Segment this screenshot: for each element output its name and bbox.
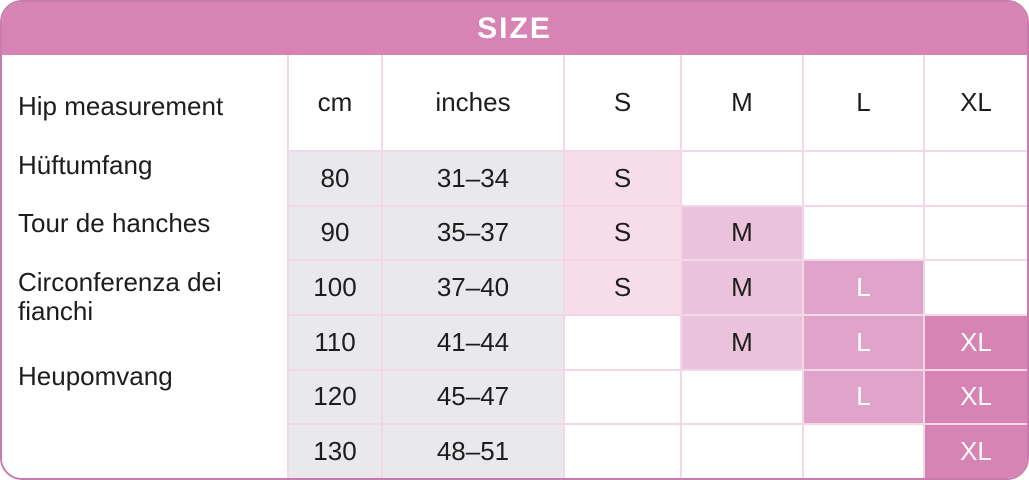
inches-value: 48–51	[383, 425, 563, 478]
size-cell-l: L	[804, 261, 923, 314]
size-cell-s: S	[565, 152, 680, 205]
size-cell-l	[804, 152, 923, 205]
size-cell-m	[682, 370, 802, 424]
size-cell-s	[565, 316, 680, 369]
cm-value: 120	[289, 370, 381, 424]
inches-value: 35–37	[383, 206, 563, 260]
chart-title: SIZE	[477, 11, 552, 45]
size-cell-xl	[925, 261, 1027, 314]
size-cell-m	[682, 425, 802, 478]
cm-value: 130	[289, 425, 381, 478]
label-hip-measurement-de: Hüftumfang	[18, 150, 153, 180]
inches-value: 41–44	[383, 316, 563, 369]
cm-value: 110	[289, 316, 381, 369]
size-cell-m: M	[682, 261, 802, 314]
column-header-size-m: M	[682, 55, 802, 150]
chart-header-bar: SIZE	[2, 2, 1027, 55]
size-cell-s	[565, 425, 680, 478]
column-header-inches: inches	[383, 55, 563, 150]
cm-value: 90	[289, 206, 381, 260]
label-hip-measurement-it: Circonferenza dei fianchi	[18, 267, 222, 326]
size-cell-l	[804, 206, 923, 260]
measurement-labels-column: Hip measurement Hüftumfang Tour de hanch…	[2, 55, 287, 478]
cm-value: 80	[289, 152, 381, 205]
size-table: Hip measurement Hüftumfang Tour de hanch…	[2, 55, 1027, 478]
column-header-size-xl: XL	[925, 55, 1027, 150]
inches-value: 45–47	[383, 370, 563, 424]
size-cell-xl: XL	[925, 425, 1027, 478]
size-cell-l: L	[804, 316, 923, 369]
label-hip-measurement-nl: Heupomvang	[18, 361, 173, 391]
size-cell-m: M	[682, 206, 802, 260]
size-cell-xl: XL	[925, 316, 1027, 369]
label-hip-measurement-fr: Tour de hanches	[18, 208, 211, 238]
size-cell-xl	[925, 206, 1027, 260]
size-cell-m: M	[682, 316, 802, 369]
size-cell-l	[804, 425, 923, 478]
size-cell-xl: XL	[925, 370, 1027, 424]
cm-value: 100	[289, 261, 381, 314]
label-hip-measurement-en: Hip measurement	[18, 91, 224, 121]
size-cell-s: S	[565, 261, 680, 314]
size-cell-s: S	[565, 206, 680, 260]
column-header-size-l: L	[804, 55, 923, 150]
inches-value: 37–40	[383, 261, 563, 314]
size-cell-xl	[925, 152, 1027, 205]
column-header-size-s: S	[565, 55, 680, 150]
size-cell-l: L	[804, 370, 923, 424]
size-cell-s	[565, 370, 680, 424]
column-header-cm: cm	[289, 55, 381, 150]
size-cell-m	[682, 152, 802, 205]
inches-value: 31–34	[383, 152, 563, 205]
